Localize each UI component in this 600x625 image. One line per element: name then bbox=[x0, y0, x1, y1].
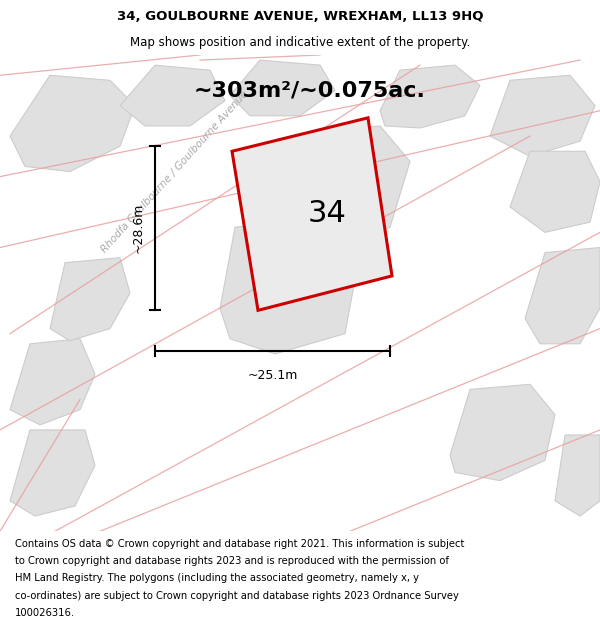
Polygon shape bbox=[555, 435, 600, 516]
Polygon shape bbox=[490, 75, 595, 156]
Text: 100026316.: 100026316. bbox=[15, 608, 75, 618]
Polygon shape bbox=[10, 339, 95, 425]
Polygon shape bbox=[120, 65, 225, 126]
Text: to Crown copyright and database rights 2023 and is reproduced with the permissio: to Crown copyright and database rights 2… bbox=[15, 556, 449, 566]
Text: co-ordinates) are subject to Crown copyright and database rights 2023 Ordnance S: co-ordinates) are subject to Crown copyr… bbox=[15, 591, 459, 601]
Polygon shape bbox=[220, 217, 360, 354]
Text: HM Land Registry. The polygons (including the associated geometry, namely x, y: HM Land Registry. The polygons (includin… bbox=[15, 574, 419, 584]
Polygon shape bbox=[270, 126, 410, 253]
Polygon shape bbox=[10, 430, 95, 516]
Polygon shape bbox=[510, 151, 600, 232]
Text: Contains OS data © Crown copyright and database right 2021. This information is : Contains OS data © Crown copyright and d… bbox=[15, 539, 464, 549]
Text: 34: 34 bbox=[308, 199, 347, 228]
Polygon shape bbox=[230, 60, 335, 116]
Text: ~28.6m: ~28.6m bbox=[132, 203, 145, 254]
Text: 34, GOULBOURNE AVENUE, WREXHAM, LL13 9HQ: 34, GOULBOURNE AVENUE, WREXHAM, LL13 9HQ bbox=[117, 10, 483, 23]
Polygon shape bbox=[50, 258, 130, 341]
Polygon shape bbox=[380, 65, 480, 128]
Text: ~25.1m: ~25.1m bbox=[247, 369, 298, 382]
Polygon shape bbox=[450, 384, 555, 481]
Text: ~303m²/~0.075ac.: ~303m²/~0.075ac. bbox=[194, 81, 426, 101]
Polygon shape bbox=[525, 248, 600, 344]
Text: Map shows position and indicative extent of the property.: Map shows position and indicative extent… bbox=[130, 36, 470, 49]
Polygon shape bbox=[232, 118, 392, 311]
Polygon shape bbox=[10, 75, 135, 171]
Text: Rhodfa Goulbourne / Goulbourne Avenue: Rhodfa Goulbourne / Goulbourne Avenue bbox=[100, 89, 250, 254]
